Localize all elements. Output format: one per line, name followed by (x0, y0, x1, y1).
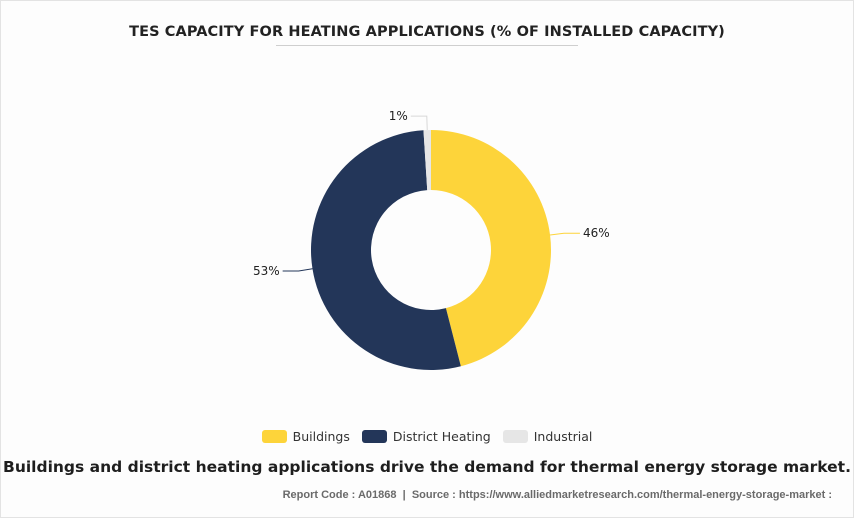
leader-line-buildings (549, 232, 580, 236)
data-label-industrial: 1% (389, 109, 408, 123)
chart-legend: Buildings District Heating Industrial (0, 429, 854, 444)
legend-swatch-industrial (502, 430, 528, 443)
leader-line-district-heating (282, 268, 313, 272)
source-link[interactable]: Source : https://www.alliedmarketresearc… (411, 489, 832, 501)
slice-district-heating[interactable] (311, 130, 461, 370)
leader-line-industrial (410, 115, 428, 131)
slice-buildings[interactable] (431, 130, 552, 367)
chart-headline: Buildings and district heating applicati… (3, 458, 851, 476)
legend-label-buildings: Buildings (292, 429, 350, 444)
chart-title: TES CAPACITY FOR HEATING APPLICATIONS (%… (129, 24, 725, 40)
footer-separator: | (402, 489, 406, 501)
legend-label-industrial: Industrial (533, 429, 593, 444)
legend-item-district-heating[interactable]: District Heating (361, 429, 491, 444)
slice-industrial[interactable] (423, 130, 431, 191)
legend-swatch-district-heating (361, 430, 387, 443)
data-label-district-heating: 53% (253, 264, 280, 278)
legend-label-district-heating: District Heating (392, 429, 491, 444)
report-code: Report Code : A01868 (282, 489, 397, 501)
legend-swatch-buildings (261, 430, 287, 443)
data-label-buildings: 46% (583, 226, 610, 240)
legend-item-industrial[interactable]: Industrial (502, 429, 593, 444)
source-footer: Report Code : A01868 | Source : https://… (283, 489, 832, 501)
title-underline (276, 45, 578, 46)
legend-item-buildings[interactable]: Buildings (261, 429, 350, 444)
